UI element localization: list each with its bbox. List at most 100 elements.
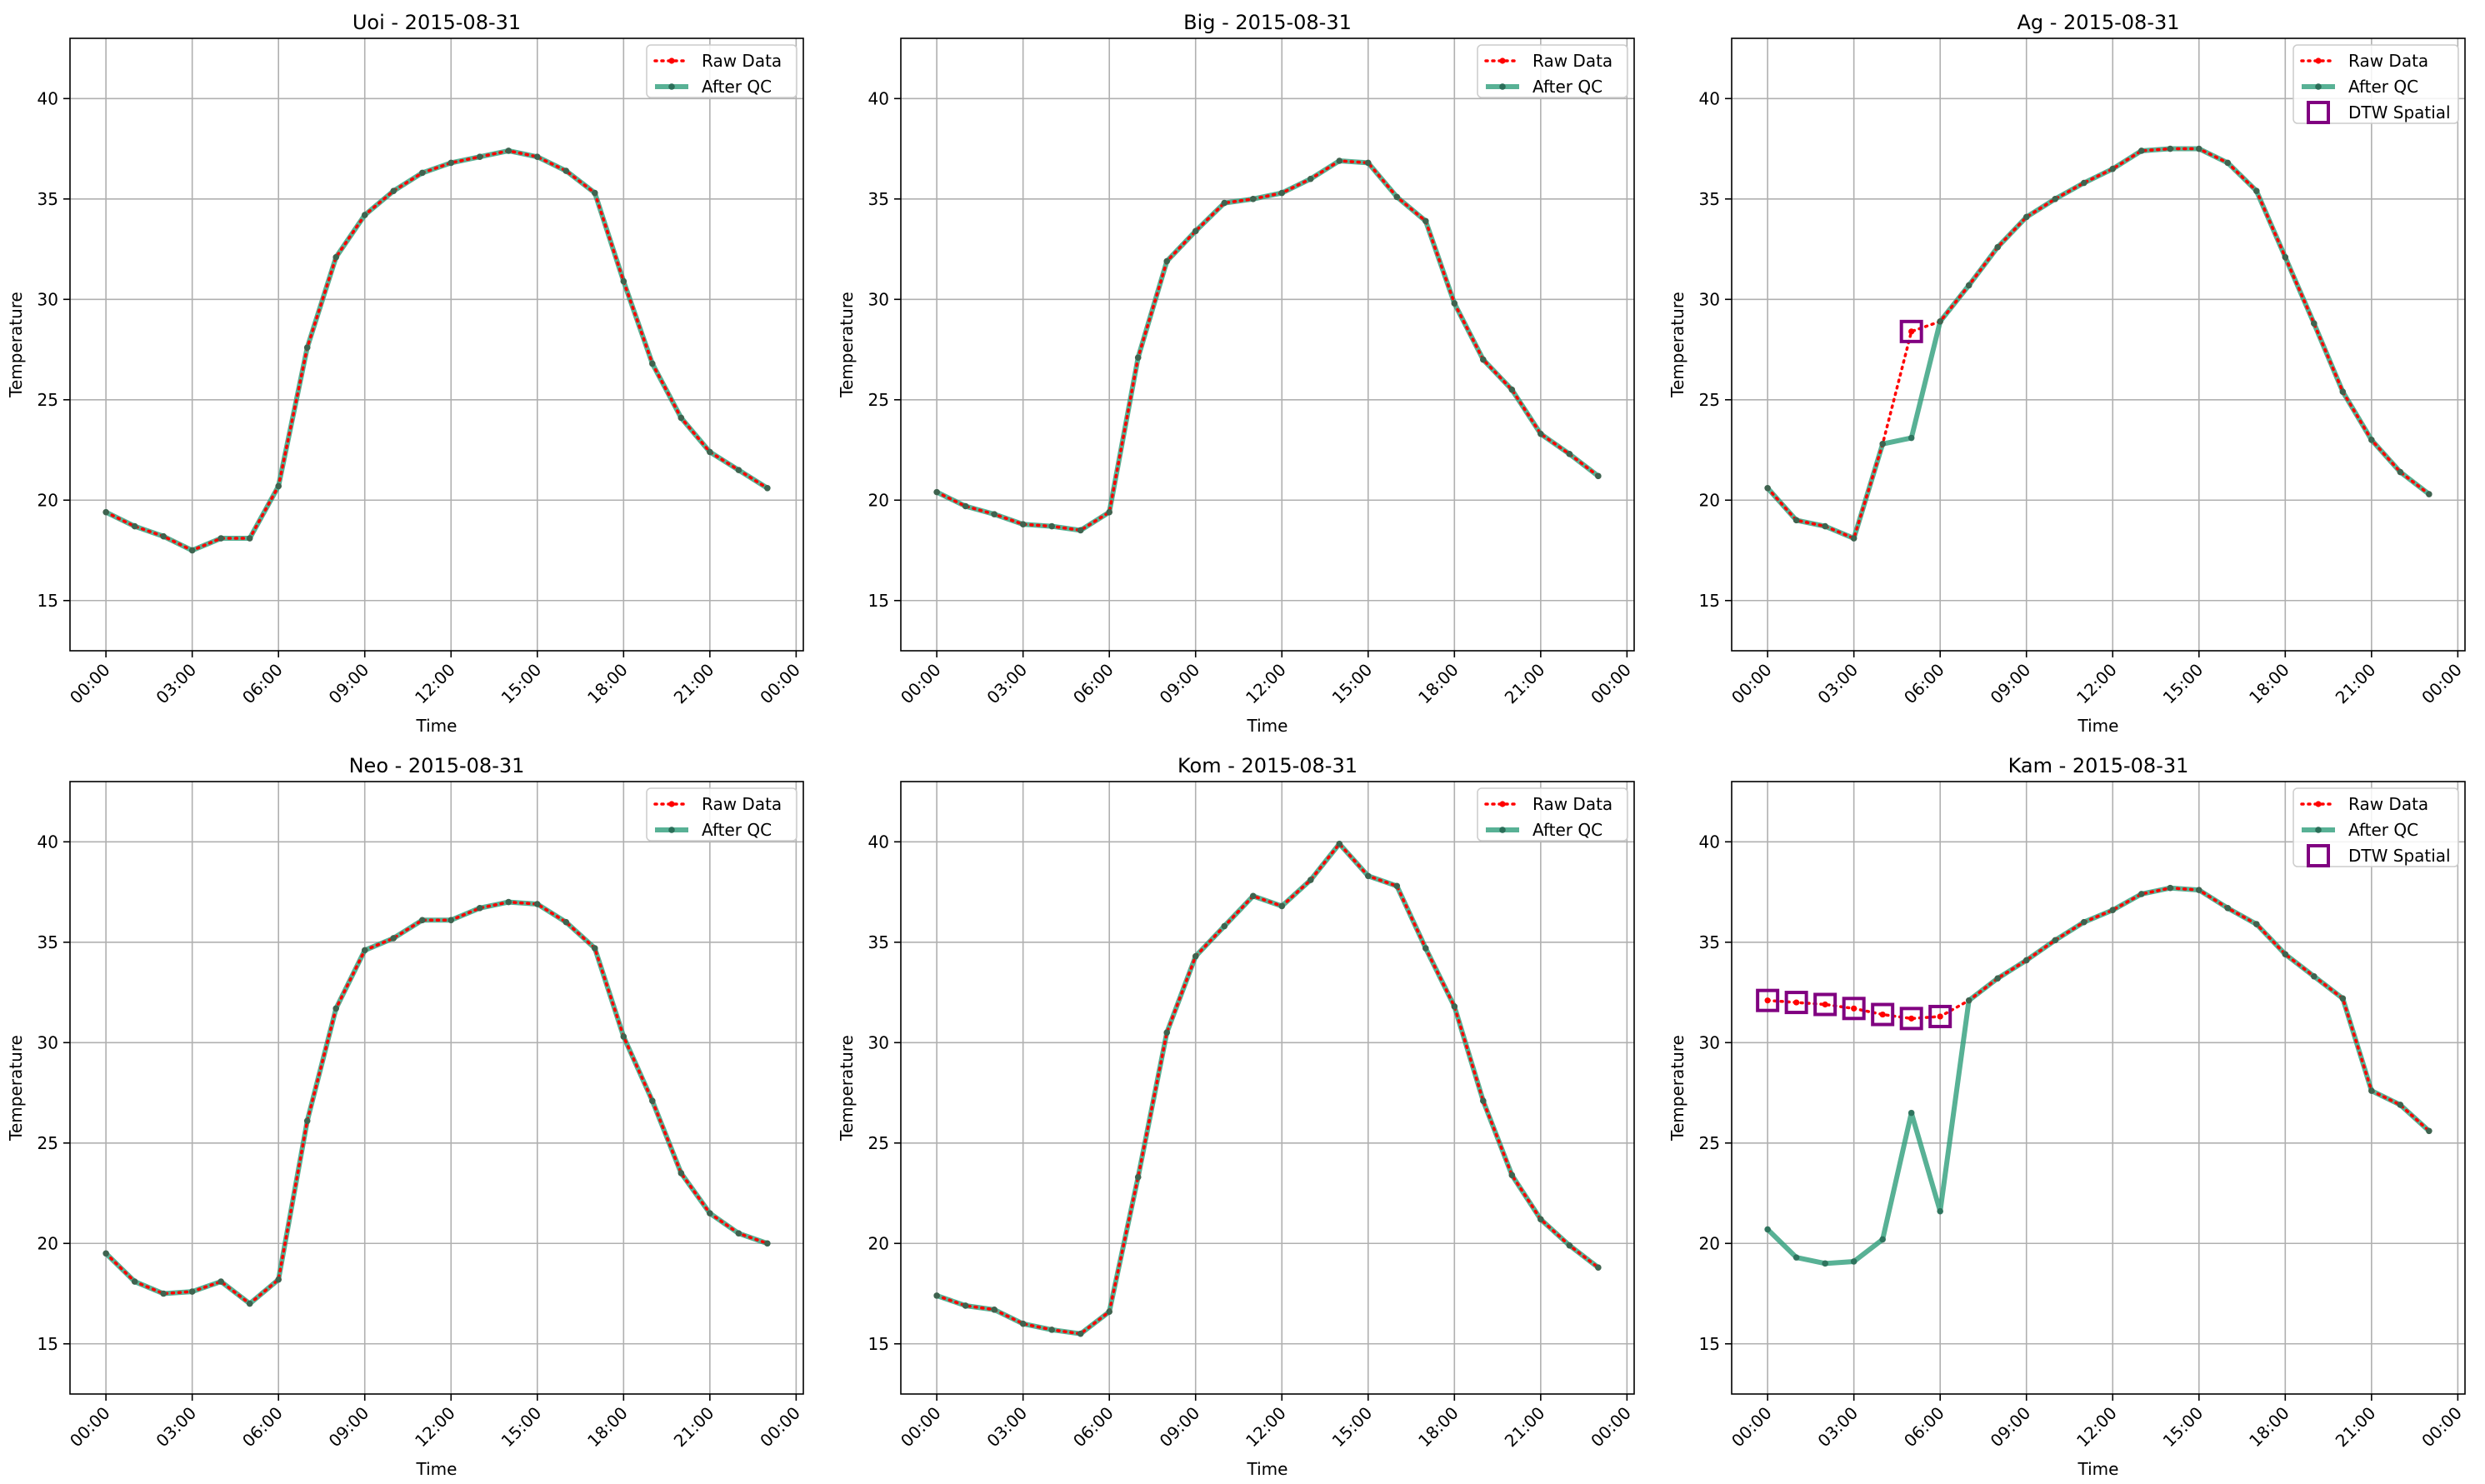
after-qc-point	[649, 360, 656, 367]
legend-raw-marker	[1499, 801, 1506, 807]
y-tick-label: 25	[1699, 390, 1720, 410]
y-axis-label: Temperature	[6, 1035, 26, 1142]
legend: Raw Data After QC	[1477, 787, 1628, 842]
subplot-6: Kam - 2015-08-31 00:00 03:00 06:00 09:00 12:0…	[1668, 754, 2466, 1479]
dtw-spatial-marker	[1813, 992, 1838, 1017]
series-after-qc-line	[934, 158, 1601, 533]
x-axis-label: Time	[1247, 1459, 1288, 1479]
after-qc-point	[562, 918, 570, 926]
legend-raw-marker	[668, 801, 675, 807]
y-tick-label: 30	[38, 289, 58, 309]
subplot-4: Neo - 2015-08-31 00:00 03:00 06:00 09:00 12:0…	[6, 754, 804, 1479]
series-after-qc-line	[934, 841, 1601, 1337]
x-tick-label: 00:00	[1728, 660, 1776, 708]
after-qc-point	[218, 535, 224, 542]
plot-frame	[69, 781, 804, 1395]
x-axis-label: Time	[416, 716, 458, 736]
after-qc-point	[1336, 157, 1343, 164]
y-tick-label: 30	[868, 289, 889, 309]
y-axis-label: Temperature	[1668, 1035, 1688, 1142]
x-tick-label: 15:00	[498, 660, 546, 708]
after-qc-point	[246, 1300, 253, 1307]
after-qc-point	[2224, 159, 2232, 167]
legend-qc-marker	[2315, 83, 2322, 90]
x-tick-label: 21:00	[1501, 1403, 1549, 1452]
after-qc-point	[160, 1290, 167, 1297]
legend-qc-label: After QC	[1532, 77, 1602, 97]
legend-raw-label: Raw Data	[702, 51, 782, 71]
after-qc-point	[2080, 918, 2088, 926]
y-tick-label: 35	[38, 932, 58, 952]
raw-data-point	[1764, 997, 1771, 1004]
after-qc-point	[2397, 1102, 2404, 1108]
legend-qc-label: After QC	[702, 820, 772, 840]
dtw-spatial-marker	[1899, 319, 1923, 343]
after-qc-point	[2339, 388, 2347, 395]
after-qc-point	[562, 167, 570, 174]
after-qc-point	[1850, 1258, 1858, 1265]
y-axis: 15 20 25 30 35 40	[868, 88, 901, 611]
after-qc-point	[1249, 892, 1257, 900]
raw-data-point	[1937, 1013, 1943, 1020]
x-tick-label: 15:00	[2159, 1403, 2208, 1452]
x-tick-label: 03:00	[152, 1403, 200, 1452]
after-qc-point	[1994, 243, 2002, 251]
y-tick-label: 30	[868, 1032, 889, 1052]
x-axis-label: Time	[2078, 1459, 2119, 1479]
legend-dtw-swatch	[2307, 844, 2330, 867]
after-qc-point	[218, 1278, 224, 1285]
y-tick-label: 40	[38, 88, 58, 108]
x-tick-label: 00:00	[756, 660, 804, 708]
plot-frame	[900, 37, 1635, 652]
after-qc-point	[1764, 1226, 1771, 1233]
after-qc-point	[102, 508, 109, 516]
after-qc-point	[361, 947, 368, 954]
after-qc-point	[2167, 145, 2174, 152]
x-tick-label: 18:00	[1414, 660, 1462, 708]
y-tick-label: 35	[38, 189, 58, 209]
y-axis-label: Temperature	[837, 292, 857, 398]
x-tick-label: 12:00	[411, 660, 459, 708]
x-axis: 00:00 03:00 06:00 09:00 12:00 15:00 18:00 21:00…	[66, 651, 804, 707]
raw-data-point	[1793, 999, 1800, 1006]
after-qc-point	[2138, 891, 2145, 897]
legend-raw-label: Raw Data	[702, 794, 782, 814]
x-axis: 00:00 03:00 06:00 09:00 12:00 15:00 18:00 21:00…	[1728, 1394, 2466, 1451]
after-qc-point	[991, 1306, 998, 1313]
after-qc-point	[764, 485, 771, 492]
after-qc-point	[1822, 522, 1828, 530]
dtw-spatial-marker	[1899, 1007, 1923, 1031]
x-tick-label: 12:00	[2072, 1403, 2121, 1452]
after-qc-point	[1792, 1254, 1800, 1261]
x-tick-label: 09:00	[325, 1403, 373, 1452]
after-qc-point	[303, 344, 311, 351]
x-tick-label: 18:00	[583, 660, 632, 708]
y-tick-label: 20	[38, 490, 58, 510]
x-tick-label: 03:00	[1813, 660, 1862, 708]
legend: Raw Data After QC DTW Spatial	[2292, 44, 2459, 124]
x-tick-label: 21:00	[670, 660, 718, 708]
y-tick-label: 15	[868, 1334, 889, 1354]
y-tick-label: 35	[868, 189, 889, 209]
after-qc-point	[188, 1288, 196, 1295]
after-qc-point	[933, 1292, 940, 1299]
after-qc-point	[1192, 227, 1199, 235]
after-qc-point	[2109, 907, 2117, 914]
after-qc-point	[1221, 922, 1228, 930]
after-qc-point	[533, 153, 541, 160]
after-qc-point	[1393, 882, 1401, 890]
raw-data-point	[1908, 328, 1915, 335]
legend-box	[2292, 787, 2459, 867]
y-tick-label: 25	[868, 1133, 889, 1153]
legend-dtw-swatch	[2307, 101, 2330, 124]
after-qc-point	[505, 898, 512, 906]
after-qc-point	[1508, 386, 1516, 393]
after-qc-point	[1822, 1260, 1828, 1267]
y-tick-label: 40	[868, 832, 889, 852]
after-qc-point	[1879, 1236, 1886, 1243]
y-axis-label: Temperature	[837, 1035, 857, 1142]
x-tick-label: 06:00	[238, 1403, 287, 1452]
after-qc-point	[418, 917, 426, 924]
after-qc-point	[1048, 1327, 1055, 1333]
dtw-spatial-marker	[1842, 997, 1866, 1021]
